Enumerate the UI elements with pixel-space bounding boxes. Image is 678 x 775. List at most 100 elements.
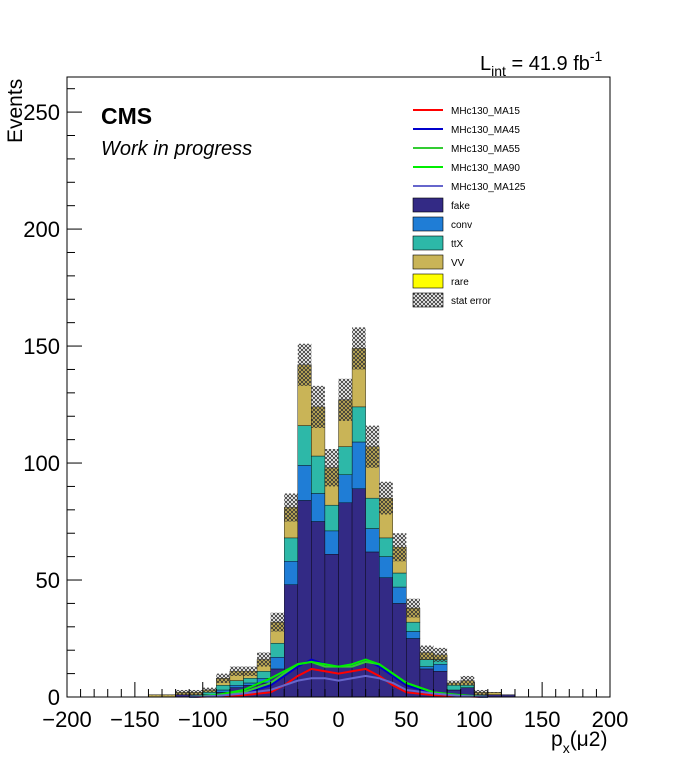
legend-entry-VV: VV: [412, 254, 465, 270]
legend-label: stat error: [451, 296, 492, 307]
stat-error-8: [175, 689, 190, 695]
legend-label: MHc130_MA90: [451, 163, 520, 174]
stat-error-11: [216, 673, 230, 683]
legend-entry-fake: fake: [412, 197, 470, 213]
stacked-bars: [148, 348, 516, 698]
stat-error-14: [257, 652, 271, 667]
x-tick-label: −150: [110, 707, 160, 732]
stat-error-15: [270, 612, 285, 632]
bar-ttX-29: [460, 685, 475, 688]
stat-error-32: [501, 694, 515, 696]
bar-ttX-20: [338, 446, 353, 475]
lumi-sup: -1: [590, 48, 603, 64]
bar-ttX-18: [311, 455, 326, 494]
stat-error-28: [447, 680, 461, 686]
stat-error-22: [365, 425, 380, 468]
bar-fake-20: [338, 502, 353, 698]
legend-label: VV: [451, 258, 465, 269]
stat-error-18: [311, 385, 325, 428]
legend-fill-swatch: [412, 273, 444, 289]
signal-MHc130_MA90: [189, 658, 488, 698]
stat-error-29: [460, 675, 475, 686]
bar-conv-26: [419, 666, 434, 670]
bar-ttX-13: [243, 678, 258, 684]
x-tick-label: 200: [592, 707, 629, 732]
bar-ttX-19: [324, 504, 339, 532]
lumi-value: = 41.9 fb: [506, 53, 590, 75]
stat-error-10: [202, 687, 217, 693]
legend-entry-rare: rare: [412, 273, 469, 289]
stat-error-band: [148, 327, 515, 696]
signal-MHc130_MA125: [189, 674, 488, 698]
bar-conv-19: [324, 530, 339, 555]
legend-hatch-swatch: [412, 292, 444, 308]
stat-error-31: [487, 692, 502, 693]
x-tick-label: 0: [332, 707, 344, 732]
stat-error-20: [338, 378, 353, 421]
lumi-L: L: [480, 53, 491, 75]
bar-ttX-14: [256, 671, 271, 679]
bar-ttX-22: [365, 497, 380, 529]
stat-error-25: [406, 598, 420, 618]
y-tick-label: 200: [23, 217, 60, 242]
y-tick-label: 0: [48, 685, 60, 710]
legend-entry-ttX: ttX: [412, 235, 464, 251]
bar-ttX-16: [284, 537, 298, 562]
y-axis-title: Events: [4, 79, 27, 143]
legend-entry-conv: conv: [412, 216, 472, 232]
x-title-rest: (μ2): [570, 728, 608, 751]
x-axis-title: px(μ2): [551, 728, 607, 756]
x-title-main: p: [551, 728, 563, 751]
bar-ttX-24: [392, 572, 407, 588]
legend-entry-MHc130_MA15: MHc130_MA15: [413, 106, 520, 117]
bar-conv-17: [297, 465, 312, 501]
bar-fake-17: [297, 500, 312, 698]
bar-ttX-26: [419, 659, 434, 667]
stat-error-30: [474, 689, 488, 695]
x-title-sub: x: [563, 740, 570, 756]
x-tick-label: −200: [42, 707, 92, 732]
bar-ttX-12: [229, 680, 244, 686]
bar-ttX-17: [297, 425, 312, 466]
legend-label: MHc130_MA55: [451, 144, 520, 155]
experiment-label: CMS: [101, 103, 152, 129]
legend-entry-MHc130_MA55: MHc130_MA55: [413, 144, 520, 155]
stat-error-16: [284, 493, 298, 522]
legend-label: MHc130_MA125: [451, 182, 526, 193]
bar-ttX-15: [270, 642, 285, 658]
legend-fill-swatch: [412, 235, 444, 251]
legend-entry-MHc130_MA45: MHc130_MA45: [413, 125, 520, 136]
bar-conv-20: [338, 474, 353, 504]
bar-ttX-21: [351, 406, 366, 443]
x-tick-label: −50: [252, 707, 289, 732]
legend-entry-stat error: stat error: [412, 292, 492, 308]
signal-curves: [189, 658, 488, 698]
stat-error-19: [324, 449, 339, 487]
bar-fake-19: [324, 554, 339, 698]
legend-label: MHc130_MA15: [451, 106, 520, 117]
stat-error-24: [392, 533, 407, 562]
stat-error-26: [419, 645, 434, 660]
bar-conv-18: [311, 493, 326, 522]
bar-conv-24: [392, 586, 407, 604]
legend-label: rare: [451, 277, 469, 288]
signal-MHc130_MA15: [189, 667, 488, 698]
legend-fill-swatch: [412, 197, 444, 213]
x-tick-label: 50: [394, 707, 418, 732]
bar-conv-23: [379, 556, 394, 578]
legend: MHc130_MA15 MHc130_MA45 MHc130_MA55 MHc130_…: [412, 106, 526, 308]
bar-conv-22: [365, 528, 380, 553]
bar-ttX-28: [446, 685, 461, 691]
legend-label: ttX: [451, 239, 464, 250]
bar-conv-27: [433, 664, 448, 672]
y-tick-label: 250: [23, 100, 60, 125]
legend-label: fake: [451, 201, 470, 212]
legend-entry-MHc130_MA125: MHc130_MA125: [413, 182, 526, 193]
stat-error-23: [379, 481, 393, 515]
bar-ttX-25: [406, 621, 421, 632]
bar-conv-21: [351, 441, 366, 489]
x-tick-label: 150: [524, 707, 561, 732]
y-tick-label: 50: [36, 568, 60, 593]
bar-conv-16: [284, 561, 298, 585]
